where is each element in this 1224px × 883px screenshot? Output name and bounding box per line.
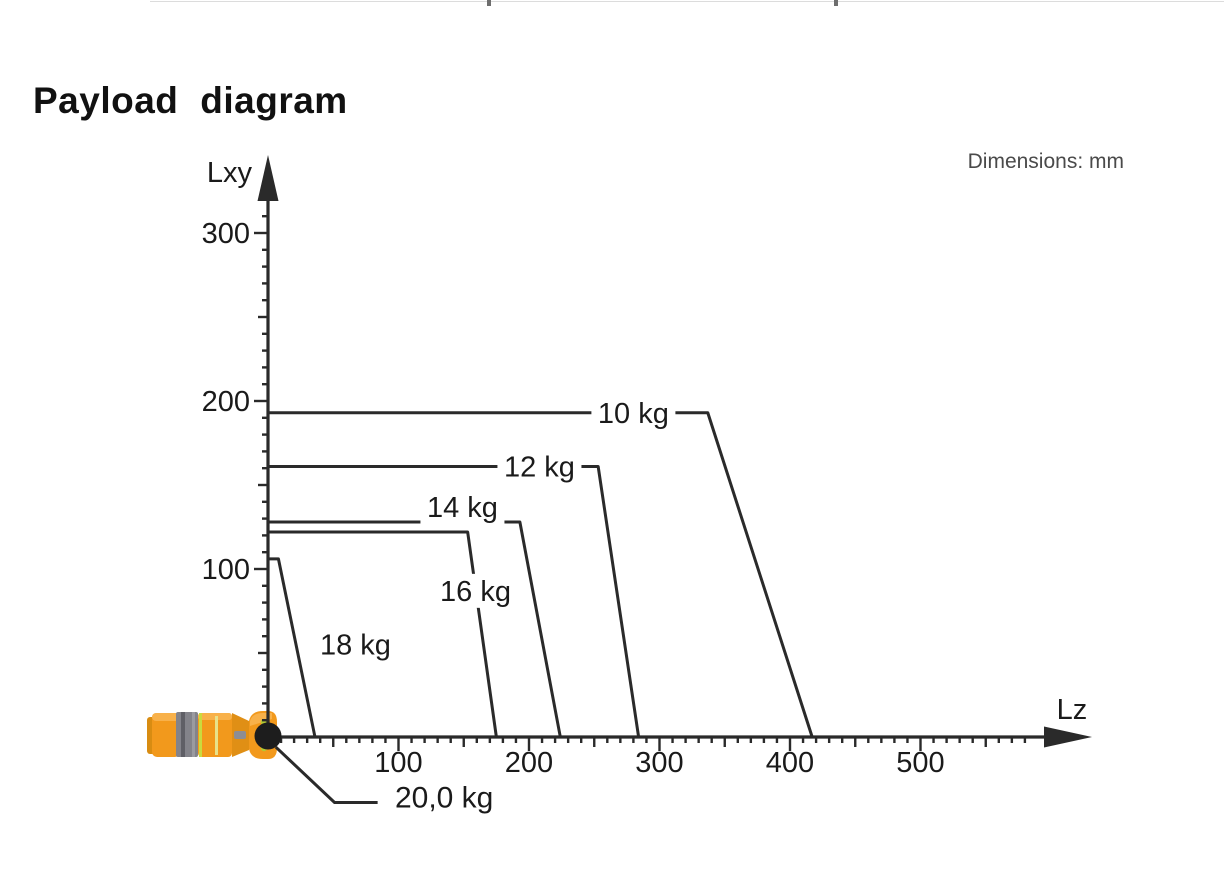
tick-labels: 100 200 300 400 500 100 200 300 (202, 218, 945, 779)
curve-label-bg-18-kg (313, 627, 398, 662)
curve-label-16-kg: 16 kg (440, 576, 511, 608)
y-tick-label: 300 (202, 218, 250, 250)
curve-label-bg-14-kg (420, 489, 505, 524)
curve-label-12-kg: 12 kg (504, 452, 575, 484)
y-tick-label: 200 (202, 386, 250, 418)
x-tick-label: 100 (374, 747, 422, 779)
dimensions-note: Dimensions: mm (967, 150, 1124, 173)
x-axis-label: Lz (1057, 694, 1088, 726)
curve-label-14-kg: 14 kg (427, 492, 498, 524)
curve-18-kg (268, 557, 317, 738)
x-tick-label: 300 (635, 747, 683, 779)
annotation-leader-line (274, 745, 378, 805)
cropped-content-remnant-line (150, 1, 1224, 2)
x-tick-label: 500 (896, 747, 944, 779)
curve-label-10-kg: 10 kg (598, 398, 669, 430)
x-tick-label: 200 (505, 747, 553, 779)
cropped-text-remnant (834, 0, 838, 6)
y-axis-arrowhead (257, 155, 279, 201)
annotation-label: 20,0 kg (395, 781, 493, 814)
origin-payload-dot (254, 722, 282, 750)
y-axis-label: Lxy (207, 157, 253, 189)
x-axis-arrowhead (1044, 726, 1092, 748)
y-tick-label: 100 (202, 554, 250, 586)
curve-label-18-kg: 18 kg (320, 630, 391, 662)
cropped-text-remnant (487, 0, 491, 6)
curve-label-bg-12-kg (497, 449, 582, 484)
payload-curves (268, 411, 814, 738)
curve-16-kg (268, 530, 498, 738)
curve-14-kg (502, 520, 562, 738)
page-title: Payload diagram (33, 80, 348, 121)
curve-label-bg-10-kg (591, 395, 676, 430)
curve-12-kg (268, 465, 641, 738)
axis-ticks (254, 214, 1027, 751)
x-tick-label: 400 (766, 747, 814, 779)
curve-10-kg (268, 411, 814, 738)
curve-label-bg-16-kg (433, 573, 518, 608)
max-payload-annotation: 20,0 kg (254, 722, 493, 814)
